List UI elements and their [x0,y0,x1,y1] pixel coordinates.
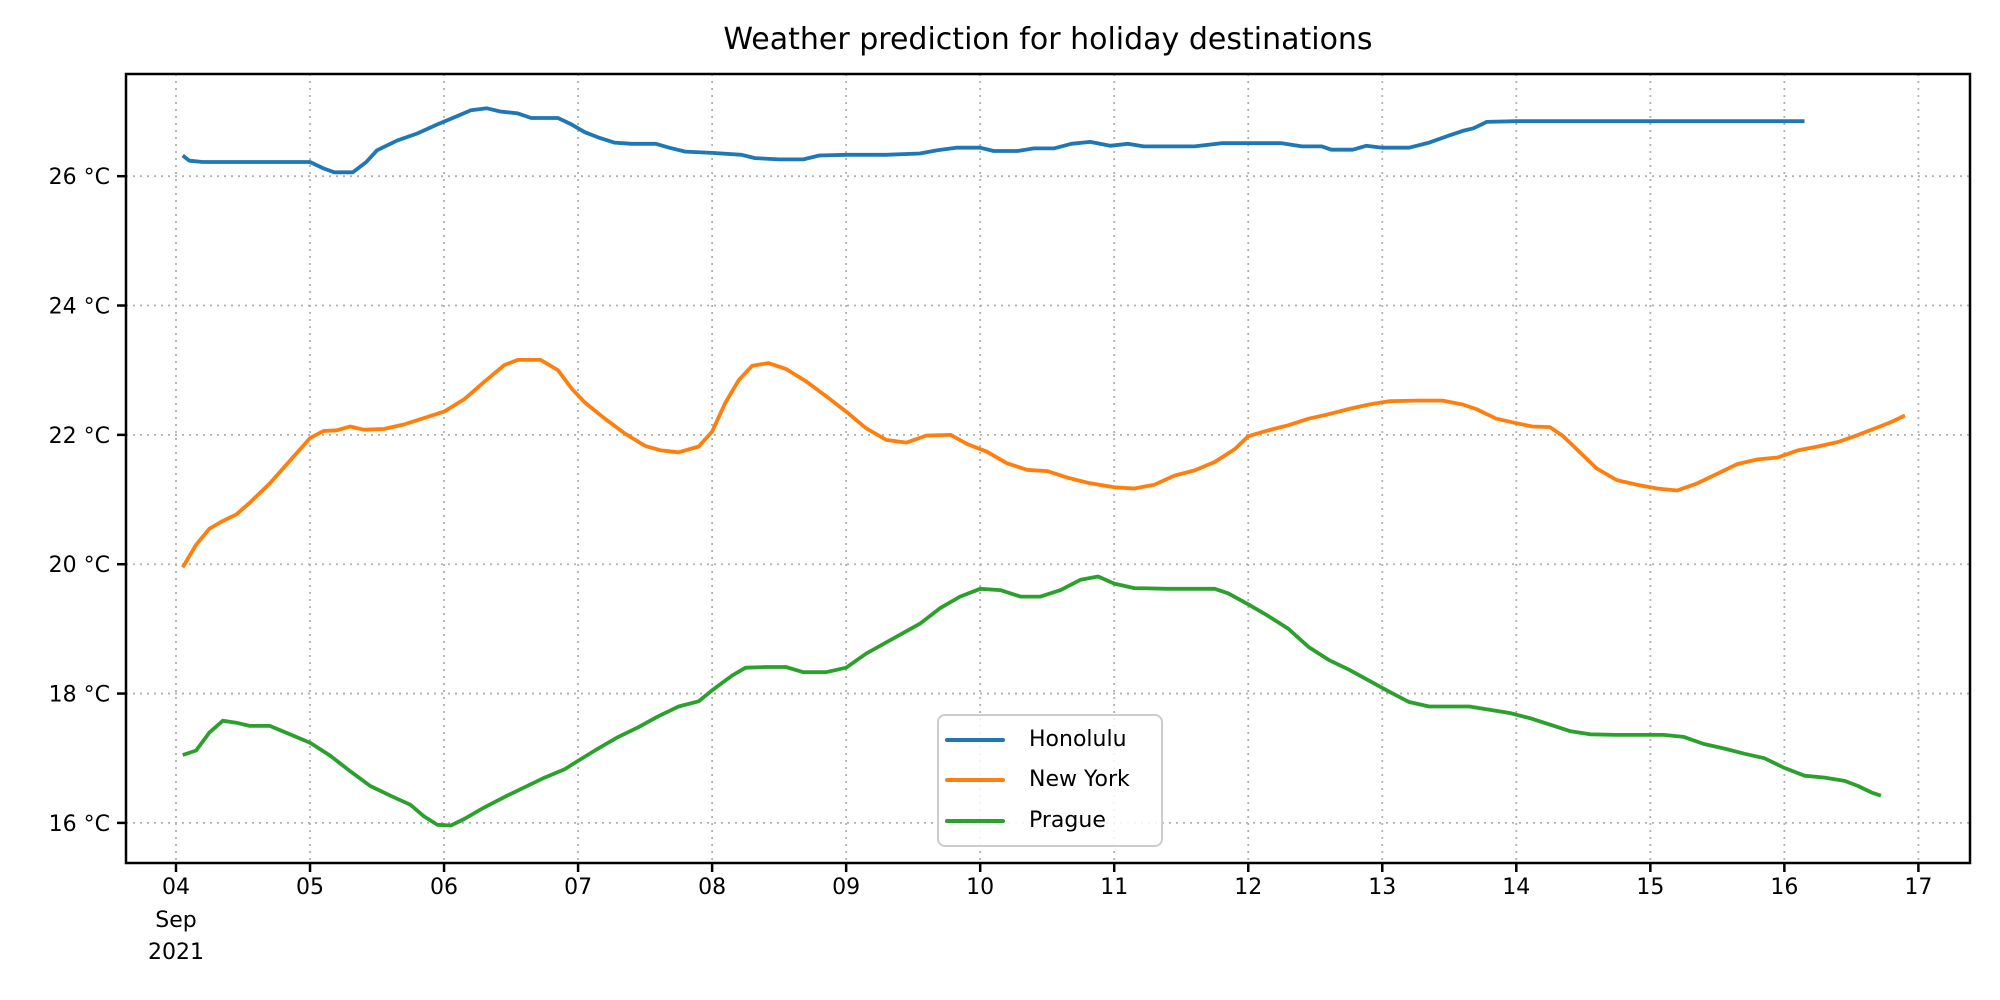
legend-item-prague: Prague [945,801,1155,841]
legend-line-new-york-icon [945,778,1005,783]
legend-label-honolulu: Honolulu [1029,727,1127,753]
legend-item-honolulu: Honolulu [945,720,1155,760]
y-tick-label: 18 °C [49,683,110,708]
x-offset-label: 2021 [148,940,204,965]
x-tick-label: 07 [564,875,592,900]
x-tick-label: 05 [296,875,324,900]
legend-line-honolulu-icon [945,738,1005,743]
legend-label-prague: Prague [1029,807,1106,833]
x-tick-label: 13 [1368,875,1396,900]
y-tick-label: 20 °C [49,553,110,578]
x-tick-label: 17 [1904,875,1932,900]
x-tick-label: 10 [966,875,994,900]
legend: Honolulu New York Prague [937,714,1163,847]
plot-border [124,72,1972,865]
legend-label-new-york: New York [1029,767,1130,793]
y-tick-label: 22 °C [49,424,110,449]
x-tick-label: 08 [698,875,726,900]
x-tick-label: 11 [1100,875,1128,900]
x-tick-label: 09 [832,875,860,900]
x-offset-label: Sep [155,908,196,933]
x-tick-label: 14 [1502,875,1530,900]
x-tick-label: 15 [1636,875,1664,900]
series-line-prague [182,574,1882,828]
x-tick-label: 16 [1770,875,1798,900]
legend-item-new-york: New York [945,760,1155,800]
y-tick-label: 26 °C [49,165,110,190]
series-line-honolulu [181,106,1805,175]
y-tick-label: 24 °C [49,295,110,320]
series-line-new-york [181,357,1906,569]
x-tick-label: 04 [162,875,190,900]
y-tick-label: 16 °C [49,812,110,837]
x-tick-label: 12 [1234,875,1262,900]
chart-title: Weather prediction for holiday destinati… [723,22,1373,57]
x-tick-label: 06 [430,875,458,900]
legend-line-prague-icon [945,818,1005,823]
